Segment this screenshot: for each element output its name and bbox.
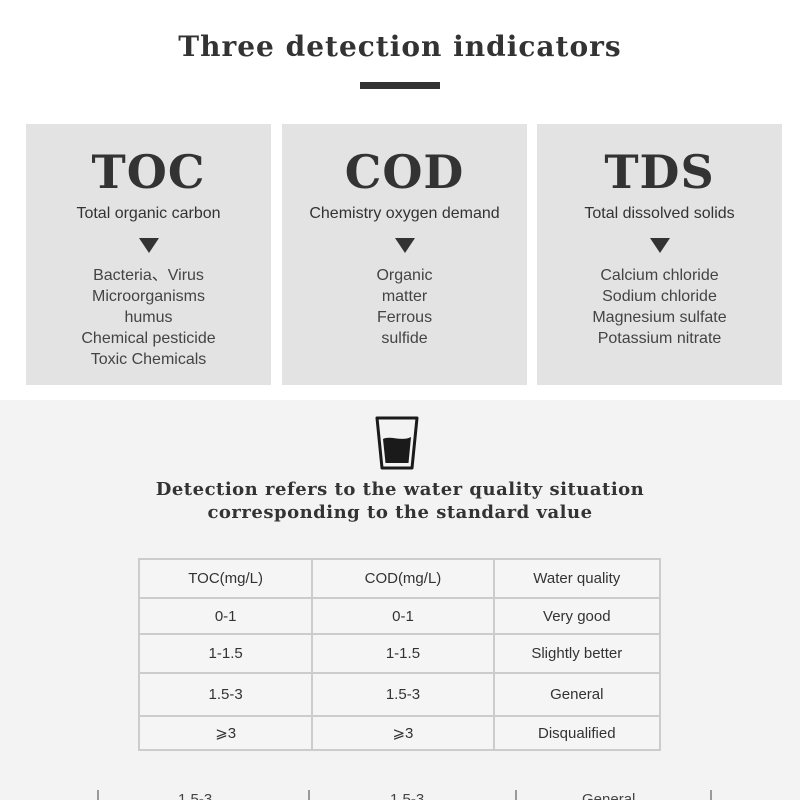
cropped-cell: General	[582, 791, 636, 800]
triangle-down-icon	[394, 238, 415, 253]
table-cell: 1-1.5	[311, 633, 495, 674]
cropped-divider	[308, 790, 310, 800]
card-item: Ferrous	[376, 309, 433, 326]
card-item: humus	[124, 309, 173, 326]
card-item: Toxic Chemicals	[90, 351, 207, 368]
card-item-list: Bacteria、Virus Microorganisms humus Chem…	[26, 265, 271, 370]
cropped-cell: 1.5-3	[390, 791, 425, 800]
card-item: Sodium chloride	[602, 288, 717, 305]
table-cell: 0-1	[311, 597, 495, 635]
table-cell: Slightly better	[492, 633, 662, 674]
card-item: Bacteria、Virus	[93, 267, 204, 284]
table-header-row: TOC(mg/L) COD(mg/L) Water quality	[137, 558, 662, 599]
card-abbr: COD	[344, 145, 465, 199]
card-item-list: Organic matter Ferrous sulfide	[282, 265, 527, 349]
card-item: Organic	[376, 267, 433, 284]
card-cod: COD Chemistry oxygen demand Organic matt…	[282, 124, 527, 385]
cropped-cell: 1.5-3	[178, 791, 213, 800]
card-full-name: Total organic carbon	[76, 205, 221, 222]
table-cell: General	[492, 672, 662, 717]
page-title: Three detection indicators	[178, 30, 622, 63]
card-toc: TOC Total organic carbon Bacteria、Virus …	[26, 124, 271, 385]
card-item: Magnesium sulfate	[592, 309, 727, 326]
table-cell: 1.5-3	[137, 672, 314, 717]
table-cell: ⩾3	[137, 715, 314, 751]
table-cell: Disqualified	[492, 715, 662, 751]
cropped-table-row: 1.5-3 1.5-3 General	[0, 786, 800, 800]
card-abbr: TDS	[604, 145, 715, 199]
triangle-down-icon	[138, 238, 159, 253]
card-full-name: Chemistry oxygen demand	[309, 205, 500, 222]
cropped-divider	[710, 790, 712, 800]
column-header-toc: TOC(mg/L)	[137, 558, 314, 599]
card-item: Microorganisms	[92, 288, 205, 305]
card-item: matter	[381, 288, 428, 305]
water-glass-icon	[375, 416, 419, 470]
card-item: sulfide	[381, 330, 428, 347]
card-item-list: Calcium chloride Sodium chloride Magnesi…	[537, 265, 782, 349]
card-full-name: Total dissolved solids	[584, 205, 735, 222]
table-row: 1-1.5 1-1.5 Slightly better	[137, 633, 662, 674]
column-header-water-quality: Water quality	[492, 558, 662, 599]
water-quality-table: TOC(mg/L) COD(mg/L) Water quality 0-1 0-…	[137, 558, 662, 751]
title-underline	[360, 82, 440, 89]
table-row: 0-1 0-1 Very good	[137, 597, 662, 635]
table-cell: 0-1	[137, 597, 314, 635]
card-item: Calcium chloride	[600, 267, 719, 284]
indicators-section: Three detection indicators TOC Total org…	[26, 30, 782, 385]
card-tds: TDS Total dissolved solids Calcium chlor…	[537, 124, 782, 385]
subtitle-line-2: corresponding to the standard value	[207, 502, 593, 523]
table-cell: 1-1.5	[137, 633, 314, 674]
table-cell: 1.5-3	[311, 672, 495, 717]
card-item: Chemical pesticide	[81, 330, 216, 347]
subtitle-line-1: Detection refers to the water quality si…	[155, 479, 645, 500]
table-cell: Very good	[492, 597, 662, 635]
column-header-cod: COD(mg/L)	[311, 558, 495, 599]
cropped-divider	[515, 790, 517, 800]
table-row: ⩾3 ⩾3 Disqualified	[137, 715, 662, 751]
table-cell: ⩾3	[311, 715, 495, 751]
card-abbr: TOC	[91, 145, 206, 199]
section-subtitle: Detection refers to the water quality si…	[0, 478, 800, 524]
table-row: 1.5-3 1.5-3 General	[137, 672, 662, 717]
card-item: Potassium nitrate	[597, 330, 722, 347]
triangle-down-icon	[649, 238, 670, 253]
cropped-divider	[97, 790, 99, 800]
